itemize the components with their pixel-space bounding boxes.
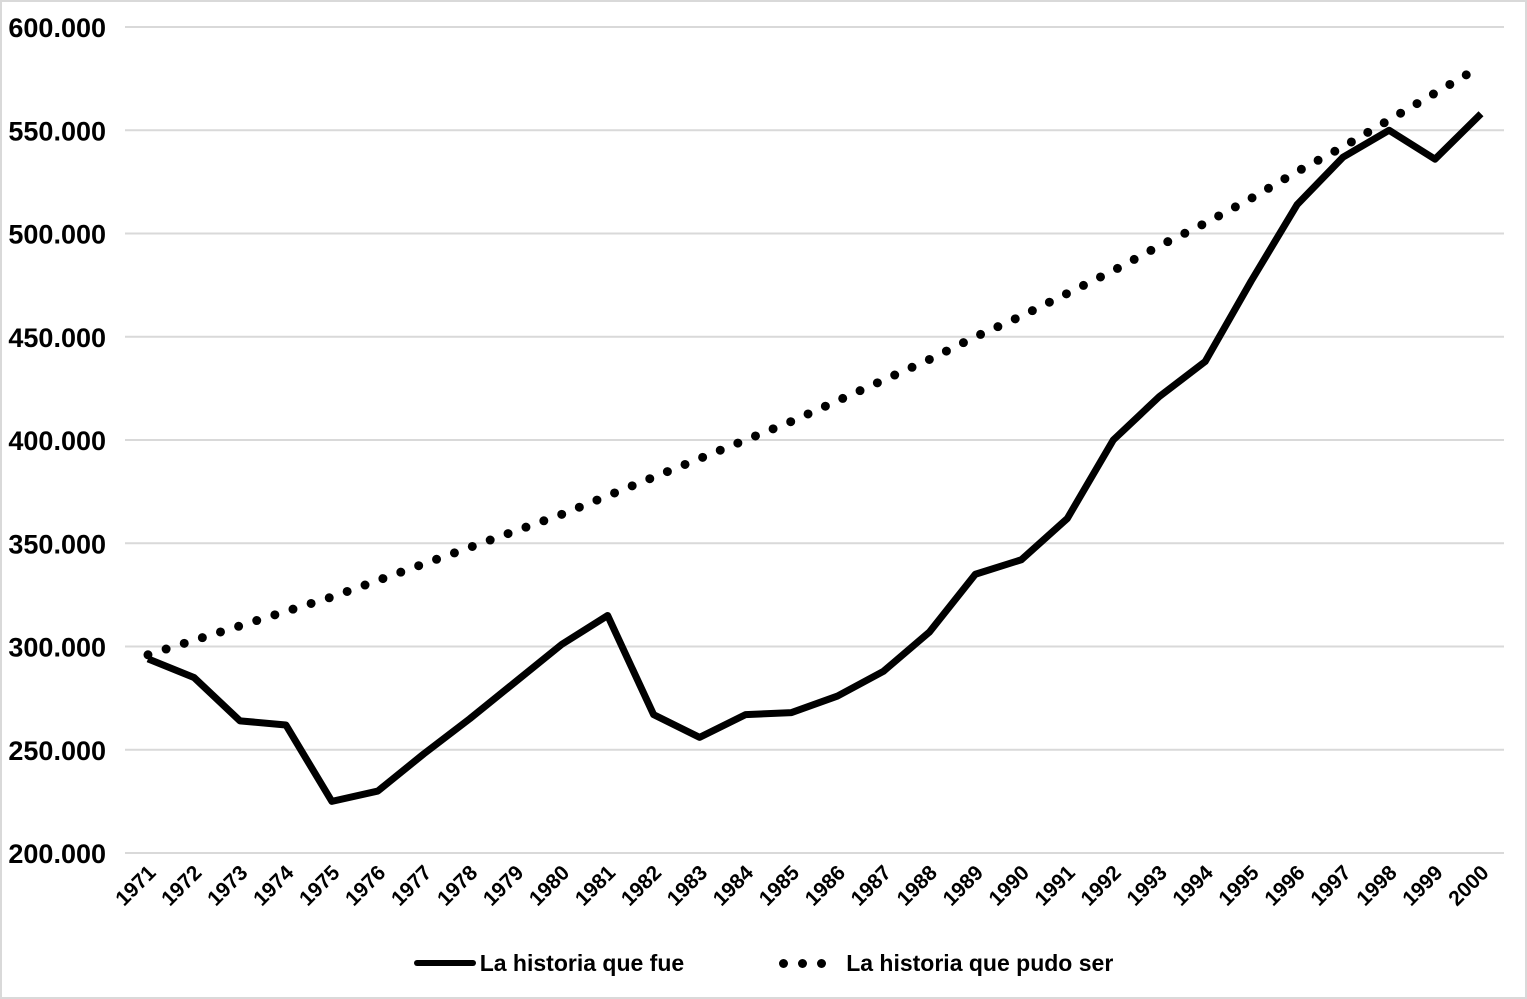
svg-text:1995: 1995: [1214, 861, 1264, 911]
svg-text:1996: 1996: [1260, 861, 1309, 910]
svg-text:1983: 1983: [663, 861, 712, 910]
svg-text:500.000: 500.000: [8, 220, 106, 250]
svg-text:450.000: 450.000: [8, 323, 106, 353]
svg-text:1978: 1978: [433, 861, 483, 911]
svg-text:1993: 1993: [1122, 861, 1171, 910]
chart-area: 600.000 550.000 500.000 450.000 400.000 350.0…: [2, 2, 1527, 937]
dot-icon: [817, 958, 827, 968]
svg-text:1973: 1973: [203, 861, 252, 910]
svg-text:1986: 1986: [801, 861, 850, 910]
dot-icon: [798, 958, 808, 968]
svg-text:2000: 2000: [1444, 861, 1493, 910]
svg-text:1976: 1976: [341, 861, 390, 910]
svg-text:1977: 1977: [387, 861, 436, 910]
svg-text:200.000: 200.000: [8, 839, 106, 869]
svg-text:1994: 1994: [1168, 861, 1218, 911]
svg-text:1998: 1998: [1352, 861, 1402, 911]
svg-text:1974: 1974: [249, 861, 299, 911]
svg-text:1984: 1984: [709, 861, 759, 911]
svg-text:550.000: 550.000: [8, 116, 106, 146]
svg-text:1982: 1982: [617, 861, 666, 910]
line-chart: 600.000 550.000 500.000 450.000 400.000 350.0…: [8, 13, 1504, 911]
svg-text:1975: 1975: [295, 861, 345, 911]
svg-text:600.000: 600.000: [8, 13, 106, 43]
svg-text:1985: 1985: [755, 861, 805, 911]
svg-text:1992: 1992: [1077, 861, 1126, 910]
dotted-line-swatch-icon: [779, 958, 827, 968]
svg-text:1980: 1980: [525, 861, 574, 910]
svg-text:250.000: 250.000: [8, 736, 106, 766]
svg-text:1989: 1989: [939, 861, 988, 910]
svg-text:300.000: 300.000: [8, 633, 106, 663]
svg-text:1988: 1988: [893, 861, 943, 911]
svg-text:1979: 1979: [479, 861, 528, 910]
svg-text:1990: 1990: [985, 861, 1034, 910]
solid-line-swatch-icon: [413, 960, 476, 966]
svg-text:1971: 1971: [111, 861, 161, 911]
svg-text:1991: 1991: [1031, 861, 1081, 911]
legend-label: La historia que pudo ser: [846, 949, 1114, 976]
dot-icon: [779, 958, 789, 968]
svg-text:1987: 1987: [847, 861, 896, 910]
svg-text:1997: 1997: [1306, 861, 1355, 910]
svg-text:1981: 1981: [571, 861, 621, 911]
svg-text:1972: 1972: [157, 861, 206, 910]
chart-legend: La historia que fue La historia que pudo…: [2, 941, 1525, 985]
legend-item-historia-que-fue: La historia que fue: [413, 949, 685, 977]
svg-text:1999: 1999: [1398, 861, 1447, 910]
svg-text:350.000: 350.000: [8, 529, 106, 559]
legend-label: La historia que fue: [479, 949, 685, 976]
legend-item-historia-que-pudo-ser: La historia que pudo ser: [779, 950, 1113, 977]
svg-text:400.000: 400.000: [8, 426, 106, 456]
